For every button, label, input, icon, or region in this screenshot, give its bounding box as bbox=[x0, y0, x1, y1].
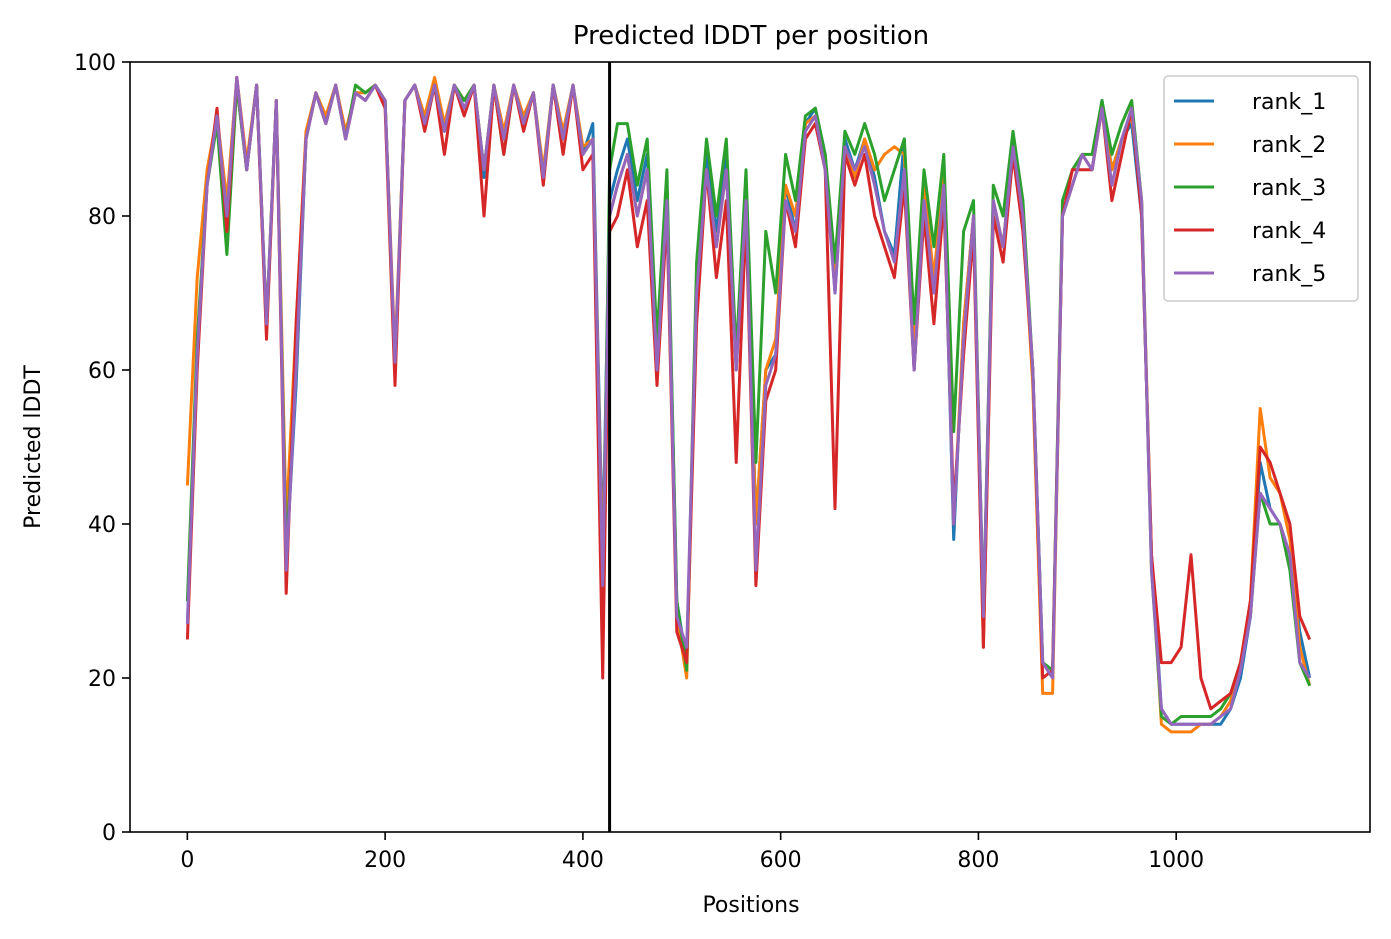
legend-label-rank_4: rank_4 bbox=[1252, 219, 1326, 244]
chart-title: Predicted lDDT per position bbox=[573, 21, 929, 51]
y-tick-label: 40 bbox=[88, 513, 116, 538]
series-line-rank_1 bbox=[185, 83, 1312, 726]
series-line-rank_3 bbox=[185, 83, 1312, 726]
y-tick-label: 20 bbox=[88, 667, 116, 692]
legend-label-rank_2: rank_2 bbox=[1252, 133, 1326, 158]
legend: rank_1 rank_2 rank_3 rank_4 rank_5 bbox=[1163, 75, 1359, 302]
x-tick-label: 1000 bbox=[1148, 848, 1204, 873]
axes: 0 200 400 600 800 1000 0 20 40 60 80 100 bbox=[74, 51, 1371, 873]
series-line-rank_4 bbox=[185, 75, 1312, 711]
y-tick-label: 100 bbox=[74, 51, 116, 76]
y-tick-label: 60 bbox=[88, 359, 116, 384]
series-line-rank_2 bbox=[185, 75, 1312, 734]
x-tick-label: 400 bbox=[562, 848, 604, 873]
y-axis-title: Predicted lDDT bbox=[21, 365, 46, 529]
legend-box bbox=[1163, 75, 1359, 302]
legend-label-rank_5: rank_5 bbox=[1252, 262, 1326, 287]
x-tick-label: 200 bbox=[364, 848, 406, 873]
legend-label-rank_1: rank_1 bbox=[1252, 90, 1326, 115]
x-tick-label: 800 bbox=[957, 848, 999, 873]
y-tick-label: 0 bbox=[102, 821, 116, 846]
x-axis-title: Positions bbox=[702, 893, 799, 918]
plot-area bbox=[185, 62, 1312, 832]
legend-label-rank_3: rank_3 bbox=[1252, 176, 1326, 201]
x-tick-label: 600 bbox=[760, 848, 802, 873]
x-tick-label: 0 bbox=[180, 848, 194, 873]
series-line-rank_5 bbox=[185, 75, 1311, 726]
axes-frame bbox=[129, 61, 1371, 833]
y-tick-label: 80 bbox=[88, 205, 116, 230]
